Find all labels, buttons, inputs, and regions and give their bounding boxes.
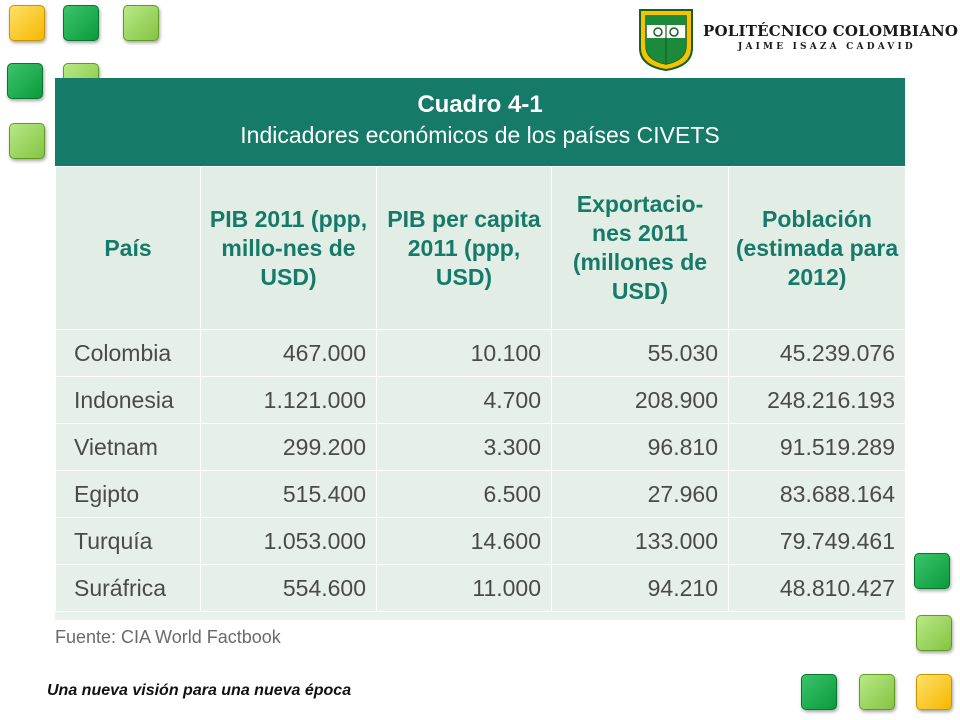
cell-country: Colombia — [55, 329, 201, 377]
cell-gdp: 554.600 — [200, 564, 377, 612]
cell-country: Indonesia — [55, 376, 201, 424]
decor-square-light-green — [859, 674, 895, 710]
decor-square-light-green — [9, 123, 45, 159]
cell-country: Turquía — [55, 517, 201, 565]
cell-exports: 94.210 — [551, 564, 729, 612]
footer-slogan: Una nueva visión para una nueva época — [47, 682, 352, 699]
cell-population: 83.688.164 — [728, 470, 906, 518]
cell-country: Egipto — [55, 470, 201, 518]
cell-gdp: 515.400 — [200, 470, 377, 518]
cell-country: Vietnam — [55, 423, 201, 471]
table-source-note: Fuente: CIA World Factbook — [55, 627, 281, 647]
cell-gdp-per-capita: 3.300 — [376, 423, 552, 471]
header-country: País — [55, 166, 201, 330]
cell-population: 48.810.427 — [728, 564, 906, 612]
table-title: Indicadores económicos de los países CIV… — [240, 122, 720, 148]
table-row: Colombia 467.000 10.100 55.030 45.239.07… — [55, 329, 906, 377]
cell-population: 91.519.289 — [728, 423, 906, 471]
institution-name: POLITÉCNICO COLOMBIANO — [703, 22, 959, 40]
table-row: Vietnam 299.200 3.300 96.810 91.519.289 — [55, 423, 906, 471]
decor-square-dark-green — [801, 674, 837, 710]
cell-exports: 27.960 — [551, 470, 729, 518]
table-row: Suráfrica 554.600 11.000 94.210 48.810.4… — [55, 564, 906, 612]
cell-country: Suráfrica — [55, 564, 201, 612]
header-exports: Exportacio-nes 2011 (millones de USD) — [551, 166, 729, 330]
cell-gdp-per-capita: 4.700 — [376, 376, 552, 424]
table-row: Egipto 515.400 6.500 27.960 83.688.164 — [55, 470, 906, 518]
decor-square-dark-green — [63, 5, 99, 41]
decor-square-dark-green — [914, 553, 950, 589]
cell-gdp: 1.053.000 — [200, 517, 377, 565]
header-gdp: PIB 2011 (ppp, millo-nes de USD) — [200, 166, 377, 330]
cell-exports: 133.000 — [551, 517, 729, 565]
cell-exports: 96.810 — [551, 423, 729, 471]
cell-population: 79.749.461 — [728, 517, 906, 565]
cell-population: 248.216.193 — [728, 376, 906, 424]
institution-subtitle: JAIME ISAZA CADAVID — [738, 42, 916, 52]
cell-gdp: 299.200 — [200, 423, 377, 471]
cell-gdp-per-capita: 10.100 — [376, 329, 552, 377]
decor-square-light-green — [916, 615, 952, 651]
header-population: Población (estimada para 2012) — [728, 166, 906, 330]
cell-gdp: 1.121.000 — [200, 376, 377, 424]
table-title-bar: Cuadro 4-1 Indicadores económicos de los… — [55, 78, 905, 166]
cell-exports: 208.900 — [551, 376, 729, 424]
institution-shield-logo — [639, 9, 693, 72]
decor-square-light-green — [123, 5, 159, 41]
cell-gdp-per-capita: 11.000 — [376, 564, 552, 612]
header-gdp-per-capita: PIB per capita 2011 (ppp, USD) — [376, 166, 552, 330]
cell-gdp-per-capita: 14.600 — [376, 517, 552, 565]
cell-gdp: 467.000 — [200, 329, 377, 377]
table-row: Indonesia 1.121.000 4.700 208.900 248.21… — [55, 376, 906, 424]
decor-square-yellow — [9, 5, 45, 41]
cell-population: 45.239.076 — [728, 329, 906, 377]
table-number: Cuadro 4-1 — [417, 91, 543, 118]
table-row: Turquía 1.053.000 14.600 133.000 79.749.… — [55, 517, 906, 565]
economic-indicators-table: Cuadro 4-1 Indicadores económicos de los… — [55, 78, 906, 620]
data-table: País PIB 2011 (ppp, millo-nes de USD) PI… — [55, 166, 906, 612]
cell-gdp-per-capita: 6.500 — [376, 470, 552, 518]
decor-square-yellow — [916, 674, 952, 710]
decor-square-dark-green — [7, 63, 43, 99]
cell-exports: 55.030 — [551, 329, 729, 377]
table-header-row: País PIB 2011 (ppp, millo-nes de USD) PI… — [55, 166, 906, 330]
